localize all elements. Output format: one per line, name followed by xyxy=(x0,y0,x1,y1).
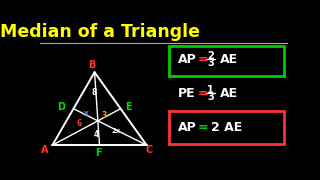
Text: 3: 3 xyxy=(207,58,214,68)
Text: F: F xyxy=(95,148,101,158)
Text: C: C xyxy=(146,145,153,155)
Text: AE: AE xyxy=(220,53,238,66)
Text: 2 AE: 2 AE xyxy=(211,121,242,134)
Text: B: B xyxy=(88,60,96,70)
Text: =: = xyxy=(197,121,208,134)
Text: Median of a Triangle: Median of a Triangle xyxy=(0,23,200,41)
Text: AP: AP xyxy=(178,121,196,134)
Text: =: = xyxy=(197,53,208,66)
Text: =: = xyxy=(197,87,208,100)
Text: D: D xyxy=(57,102,65,112)
Text: 3: 3 xyxy=(101,111,107,120)
Text: 3: 3 xyxy=(207,92,214,102)
Text: 4: 4 xyxy=(94,130,99,139)
Text: 2: 2 xyxy=(207,51,214,61)
Text: AE: AE xyxy=(220,87,238,100)
Text: PE: PE xyxy=(178,87,195,100)
Text: 8: 8 xyxy=(92,88,97,97)
Text: 6: 6 xyxy=(76,119,82,128)
Text: A: A xyxy=(41,145,49,155)
Text: 1: 1 xyxy=(207,85,214,95)
Text: 2x: 2x xyxy=(111,128,120,134)
Text: E: E xyxy=(125,102,131,112)
Text: AP: AP xyxy=(178,53,196,66)
Text: x: x xyxy=(84,109,89,118)
